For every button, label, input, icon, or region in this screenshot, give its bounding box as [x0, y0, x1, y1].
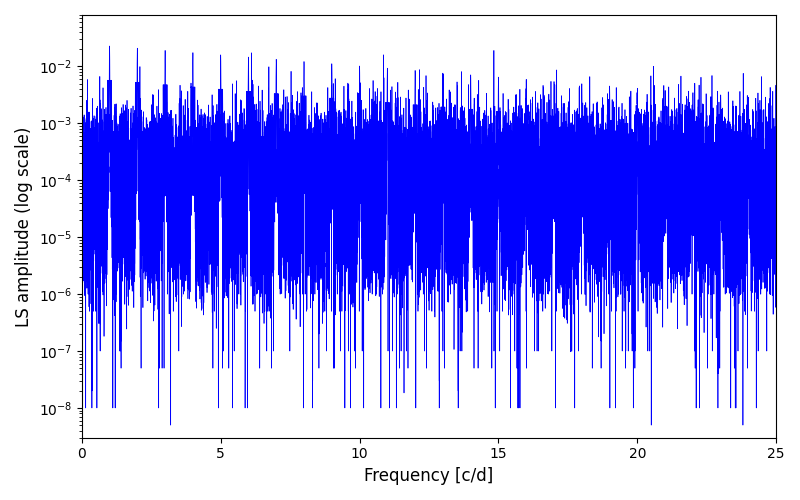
Y-axis label: LS amplitude (log scale): LS amplitude (log scale) [15, 126, 33, 326]
X-axis label: Frequency [c/d]: Frequency [c/d] [364, 467, 494, 485]
